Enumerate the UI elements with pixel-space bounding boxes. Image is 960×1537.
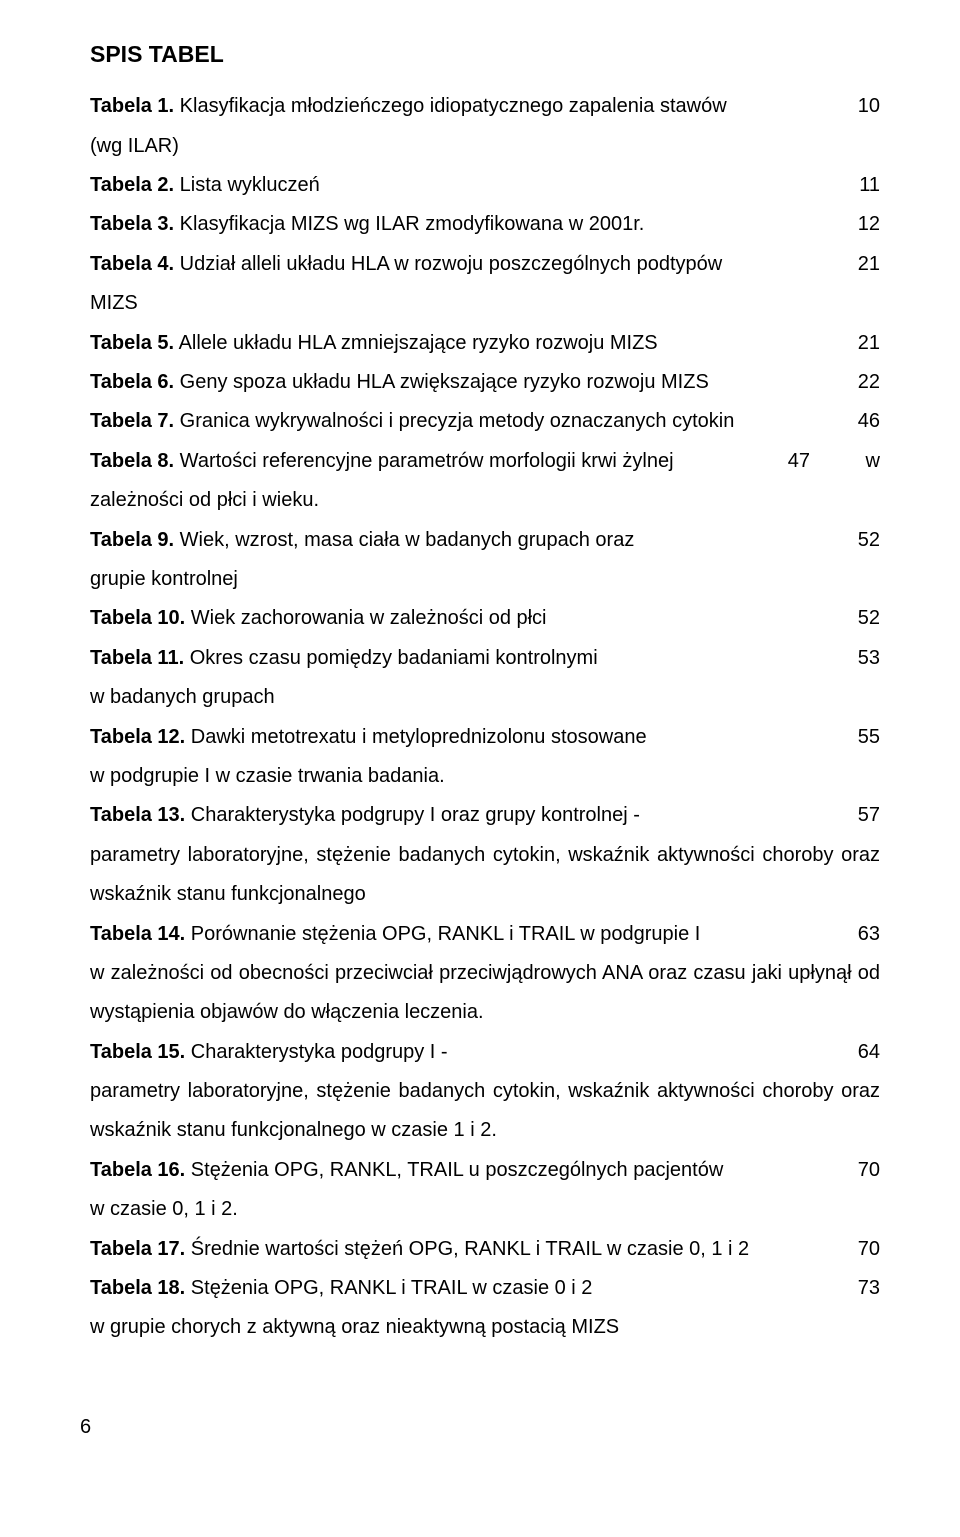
entry-extra: w [866, 442, 880, 481]
entry-text: Wartości referencyjne parametrów morfolo… [174, 450, 673, 472]
toc-entry: Tabela 6. Geny spoza układu HLA zwiększa… [90, 363, 880, 402]
toc-entry-cont: w czasie 0, 1 i 2. [90, 1190, 880, 1229]
toc-entry-cont: (wg ILAR) [90, 127, 880, 166]
toc-entry-cont: parametry laboratoryjne, stężenie badany… [90, 836, 880, 915]
entry-text: Klasyfikacja MIZS wg ILAR zmodyfikowana … [174, 213, 644, 235]
toc-entry-cont: MIZS [90, 284, 880, 323]
entry-label: Tabela 2. [90, 174, 174, 196]
entry-text: Średnie wartości stężeń OPG, RANKL i TRA… [185, 1238, 749, 1260]
toc-entry: Tabela 7. Granica wykrywalności i precyz… [90, 402, 880, 441]
entry-label: Tabela 10. [90, 607, 185, 629]
entry-label: Tabela 8. [90, 450, 174, 472]
entry-text: Wiek zachorowania w zależności od płci [185, 607, 546, 629]
entry-label: Tabela 4. [90, 253, 174, 275]
toc-entry-cont: w podgrupie I w czasie trwania badania. [90, 757, 880, 796]
toc-entry-cont: w grupie chorych z aktywną oraz nieaktyw… [90, 1308, 880, 1347]
entry-page: 21 [858, 245, 880, 284]
toc-entry: Tabela 5. Allele układu HLA zmniejszając… [90, 324, 880, 363]
toc-entry: Tabela 16. Stężenia OPG, RANKL, TRAIL u … [90, 1151, 880, 1190]
entry-page: 70 [858, 1151, 880, 1190]
toc-entry: Tabela 18. Stężenia OPG, RANKL i TRAIL w… [90, 1269, 880, 1308]
toc-entry: Tabela 9. Wiek, wzrost, masa ciała w bad… [90, 521, 880, 560]
entry-label: Tabela 3. [90, 213, 174, 235]
toc-entry-cont: parametry laboratoryjne, stężenie badany… [90, 1072, 880, 1151]
entry-label: Tabela 6. [90, 371, 174, 393]
entry-text: Okres czasu pomiędzy badaniami kontrolny… [184, 647, 598, 669]
entry-text: Lista wykluczeń [174, 174, 320, 196]
entry-text: Geny spoza układu HLA zwiększające ryzyk… [174, 371, 709, 393]
entry-text: Stężenia OPG, RANKL, TRAIL u poszczególn… [185, 1159, 723, 1181]
toc-entry: Tabela 14. Porównanie stężenia OPG, RANK… [90, 915, 880, 954]
entry-text: Porównanie stężenia OPG, RANKL i TRAIL w… [185, 923, 700, 945]
toc-entry-cont: grupie kontrolnej [90, 560, 880, 599]
entry-label: Tabela 18. [90, 1277, 185, 1299]
toc-entry-cont: zależności od płci i wieku. [90, 481, 880, 520]
entry-text: Dawki metotrexatu i metyloprednizolonu s… [185, 726, 646, 748]
entry-page: 53 [858, 639, 880, 678]
entry-page: 22 [858, 363, 880, 402]
entry-page: 57 [858, 796, 880, 835]
entry-text: Allele układu HLA zmniejszające ryzyko r… [174, 332, 658, 354]
entry-page: 10 [858, 87, 880, 126]
toc-entry: Tabela 11. Okres czasu pomiędzy badaniam… [90, 639, 880, 678]
toc-entry: Tabela 8. Wartości referencyjne parametr… [90, 442, 880, 481]
section-heading: SPIS TABEL [90, 32, 880, 77]
toc-entry: Tabela 12. Dawki metotrexatu i metylopre… [90, 718, 880, 757]
entry-page: 73 [858, 1269, 880, 1308]
toc-entry: Tabela 17. Średnie wartości stężeń OPG, … [90, 1230, 880, 1269]
entry-page: 52 [858, 521, 880, 560]
toc-entry: Tabela 15. Charakterystyka podgrupy I - … [90, 1033, 880, 1072]
entry-text: Wiek, wzrost, masa ciała w badanych grup… [174, 529, 634, 551]
entry-label: Tabela 1. [90, 95, 174, 117]
entry-text: Klasyfikacja młodzieńczego idiopatyczneg… [174, 95, 727, 117]
entry-label: Tabela 13. [90, 804, 185, 826]
entry-page: 47 [788, 442, 810, 481]
toc-entry: Tabela 10. Wiek zachorowania w zależnośc… [90, 599, 880, 638]
entry-label: Tabela 15. [90, 1041, 185, 1063]
entry-text: Udział alleli układu HLA w rozwoju poszc… [174, 253, 722, 275]
toc-entry: Tabela 2. Lista wykluczeń 11 [90, 166, 880, 205]
toc-entry: Tabela 4. Udział alleli układu HLA w roz… [90, 245, 880, 284]
entry-text: Stężenia OPG, RANKL i TRAIL w czasie 0 i… [185, 1277, 592, 1299]
entry-label: Tabela 11. [90, 647, 184, 669]
entry-page: 63 [858, 915, 880, 954]
toc-entry-cont: w zależności od obecności przeciwciał pr… [90, 954, 880, 1033]
toc-entry: Tabela 3. Klasyfikacja MIZS wg ILAR zmod… [90, 205, 880, 244]
entry-label: Tabela 5. [90, 332, 174, 354]
entry-label: Tabela 12. [90, 726, 185, 748]
entry-label: Tabela 17. [90, 1238, 185, 1260]
entry-label: Tabela 7. [90, 410, 174, 432]
entry-page: 21 [858, 324, 880, 363]
toc-entry-cont: w badanych grupach [90, 678, 880, 717]
entry-page: 46 [858, 402, 880, 441]
entry-text: Charakterystyka podgrupy I oraz grupy ko… [185, 804, 640, 826]
toc-entry: Tabela 1. Klasyfikacja młodzieńczego idi… [90, 87, 880, 126]
entry-text: Charakterystyka podgrupy I - [185, 1041, 447, 1063]
page-number: 6 [80, 1408, 880, 1447]
entry-page: 12 [858, 205, 880, 244]
entry-label: Tabela 16. [90, 1159, 185, 1181]
entry-page: 52 [858, 599, 880, 638]
entry-text: Granica wykrywalności i precyzja metody … [174, 410, 734, 432]
entry-page: 64 [858, 1033, 880, 1072]
entry-page: 11 [859, 166, 880, 205]
toc-entry: Tabela 13. Charakterystyka podgrupy I or… [90, 796, 880, 835]
entry-page: 70 [858, 1230, 880, 1269]
entry-label: Tabela 14. [90, 923, 185, 945]
entry-label: Tabela 9. [90, 529, 174, 551]
entry-page: 55 [858, 718, 880, 757]
